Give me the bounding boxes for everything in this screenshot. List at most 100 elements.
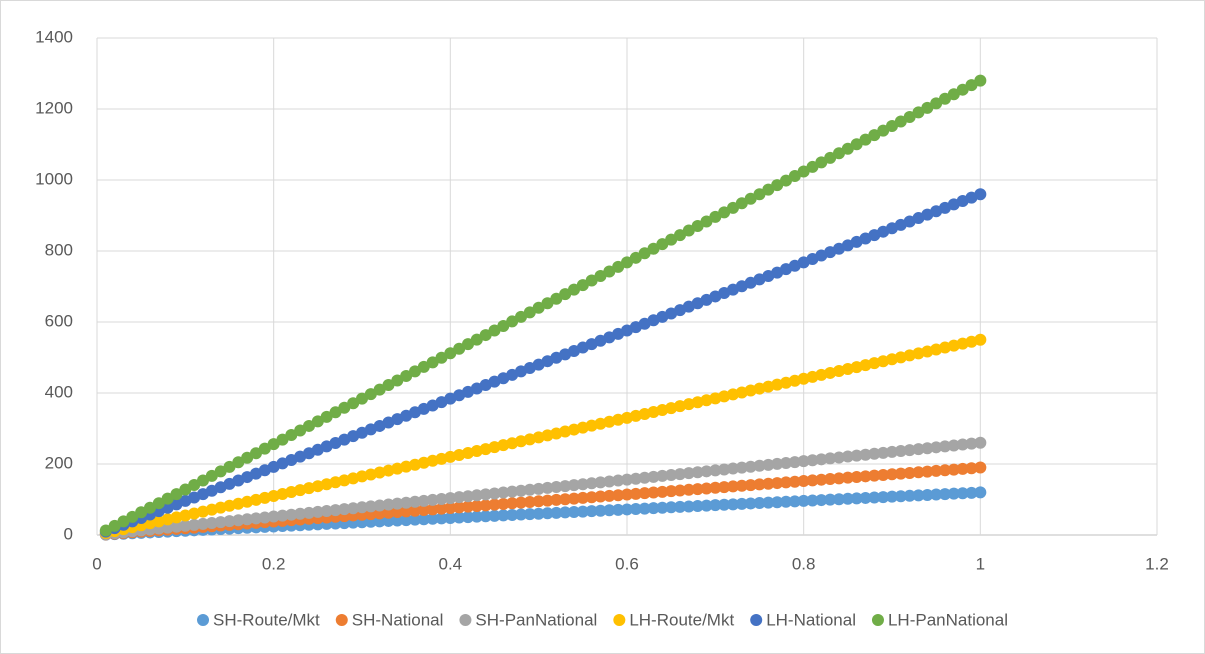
point	[603, 265, 616, 278]
point	[409, 495, 421, 508]
point	[594, 504, 607, 517]
point	[709, 464, 722, 477]
point	[824, 151, 837, 164]
point	[568, 505, 580, 518]
point	[771, 496, 784, 509]
point	[532, 482, 545, 495]
point	[638, 502, 651, 515]
point	[841, 450, 854, 463]
point	[108, 519, 121, 532]
point	[629, 472, 642, 485]
point	[409, 365, 421, 378]
point	[886, 120, 898, 133]
point	[700, 465, 713, 478]
point	[594, 269, 607, 282]
point	[356, 501, 368, 514]
point	[806, 160, 819, 173]
point	[744, 192, 757, 205]
point	[462, 338, 474, 351]
point	[735, 479, 748, 492]
point	[700, 215, 713, 228]
point	[470, 333, 483, 346]
point	[117, 515, 130, 528]
point	[886, 445, 898, 458]
point	[435, 351, 448, 364]
point	[956, 438, 969, 451]
point	[417, 360, 430, 373]
point	[435, 493, 448, 506]
point	[462, 500, 474, 513]
point	[744, 460, 757, 473]
point	[974, 188, 987, 201]
point	[205, 517, 218, 530]
point	[780, 495, 792, 508]
legend-label: LH-National	[766, 610, 856, 629]
point	[788, 170, 801, 183]
point	[903, 466, 916, 479]
point	[391, 514, 404, 527]
point	[453, 342, 466, 355]
point	[559, 493, 572, 506]
point	[718, 206, 731, 219]
point	[647, 470, 660, 483]
y-tick-label: 400	[45, 382, 73, 401]
point	[267, 438, 280, 451]
point	[197, 517, 209, 530]
point	[585, 505, 598, 518]
point	[877, 468, 890, 481]
point	[930, 97, 943, 110]
y-tick-label: 1200	[35, 98, 73, 117]
point	[161, 492, 174, 505]
point	[771, 477, 784, 490]
point	[947, 439, 960, 452]
point	[170, 520, 183, 533]
point	[621, 488, 633, 501]
point	[426, 512, 439, 525]
point	[629, 487, 642, 500]
point	[894, 115, 907, 128]
point	[718, 481, 731, 494]
point	[806, 494, 819, 507]
point	[532, 495, 545, 508]
point	[868, 129, 881, 142]
point	[550, 481, 563, 494]
point	[214, 465, 227, 478]
point	[815, 156, 828, 169]
point	[126, 510, 139, 523]
point	[347, 502, 360, 515]
point	[859, 448, 872, 461]
x-tick-label: 1.2	[1145, 554, 1169, 573]
point	[161, 521, 174, 534]
point	[152, 497, 165, 510]
point	[232, 514, 245, 527]
point	[453, 501, 466, 514]
point	[541, 481, 554, 494]
point	[744, 497, 757, 510]
point	[974, 486, 987, 499]
point	[179, 483, 192, 496]
point	[426, 503, 439, 516]
point	[921, 488, 934, 501]
point	[285, 429, 298, 442]
point	[930, 488, 943, 501]
point	[585, 477, 598, 490]
point	[656, 485, 669, 498]
point	[665, 485, 678, 498]
x-tick-label: 0	[92, 554, 101, 573]
point	[320, 410, 333, 423]
point	[930, 441, 943, 454]
point	[956, 487, 969, 500]
point	[347, 397, 360, 410]
point	[232, 456, 245, 469]
point	[709, 210, 722, 223]
point	[841, 492, 854, 505]
point	[682, 483, 695, 496]
point	[515, 484, 527, 497]
point	[850, 449, 863, 462]
point	[444, 502, 457, 515]
point	[612, 503, 625, 516]
point	[735, 197, 748, 210]
point	[974, 436, 987, 449]
point	[656, 238, 669, 251]
point	[594, 490, 607, 503]
